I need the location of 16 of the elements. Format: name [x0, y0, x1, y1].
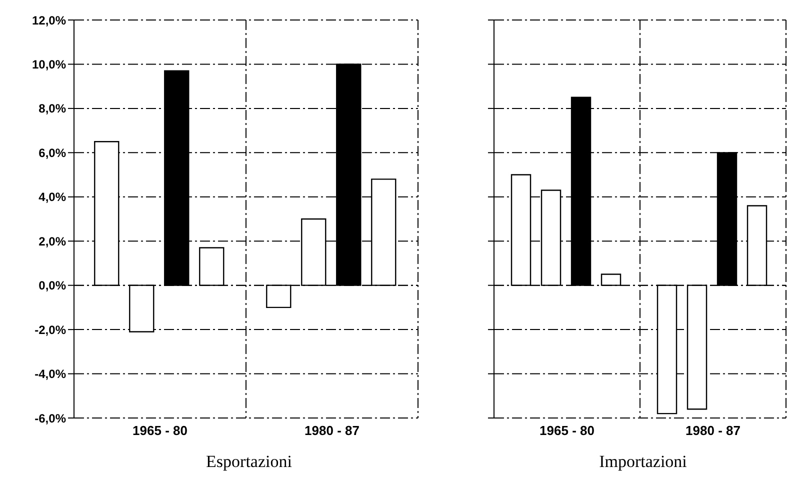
y-tick-label: 6,0% — [38, 146, 66, 160]
y-tick-label: 10,0% — [32, 57, 66, 72]
y-tick-label: -2,0% — [34, 322, 66, 337]
x-tick-label: 1965 - 80 — [540, 423, 594, 438]
y-tick-label: 0,0% — [38, 278, 66, 293]
y-tick-label: -4,0% — [34, 367, 66, 382]
y-tick-label: 12,0% — [32, 13, 66, 28]
y-tick-label: -6,0% — [34, 411, 66, 426]
x-tick-label: 1980 - 87 — [686, 423, 740, 438]
x-axis-title: Esportazioni — [205, 452, 293, 472]
y-tick-label: 2,0% — [38, 234, 66, 248]
x-axis-title: Importazioni — [598, 452, 688, 472]
x-tick-label: 1965 - 80 — [132, 423, 188, 438]
y-tick-label: 4,0% — [38, 190, 66, 204]
y-tick-label: 8,0% — [38, 102, 66, 116]
x-tick-label: 1980 - 87 — [304, 423, 360, 438]
